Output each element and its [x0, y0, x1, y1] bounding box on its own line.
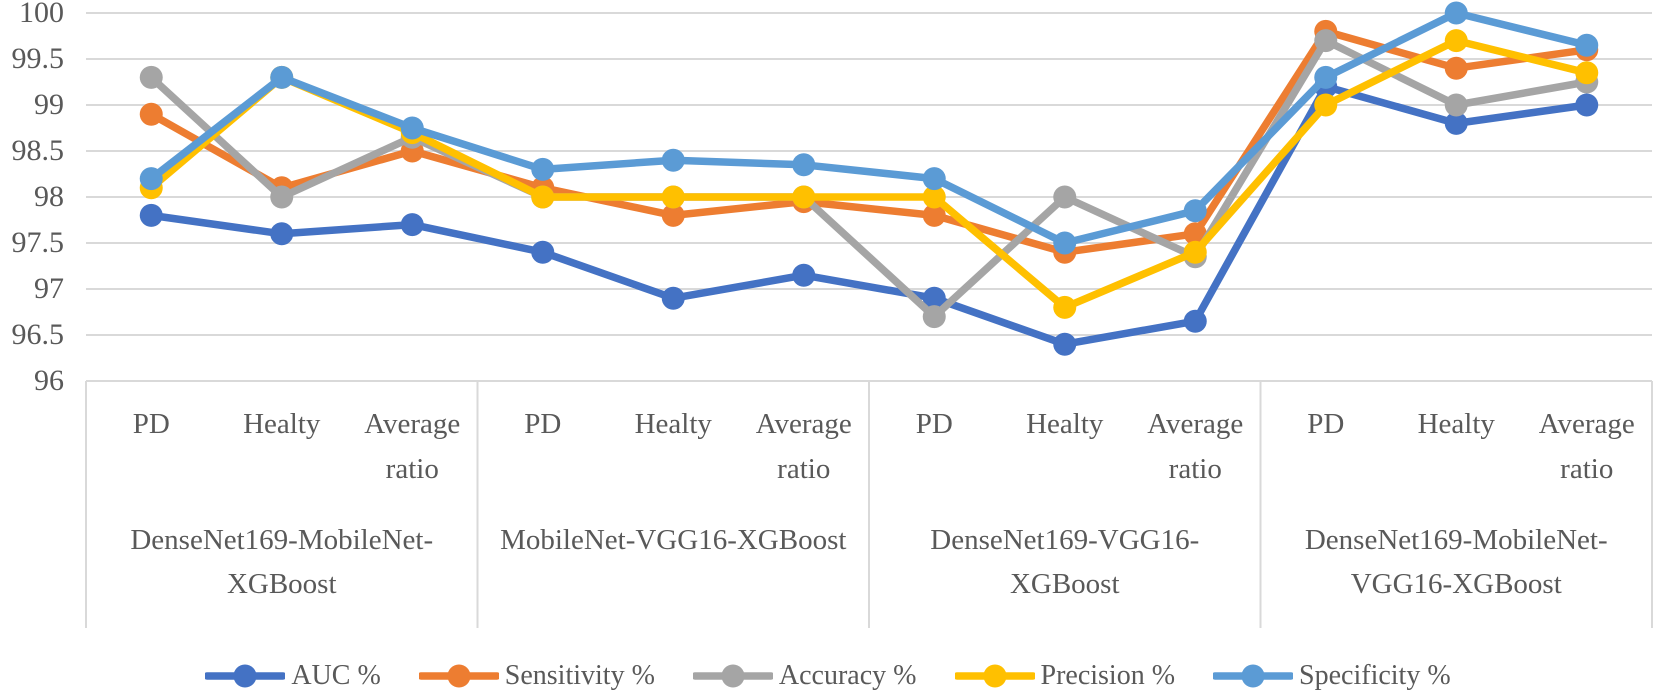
y-axis-tick-label: 98.5 — [11, 134, 65, 167]
series-point — [1444, 29, 1468, 53]
category-cell: PD — [915, 408, 953, 440]
series-point — [1444, 56, 1468, 80]
y-axis-tick-label: 97 — [34, 272, 64, 305]
y-axis-tick-label: 100 — [19, 0, 64, 29]
series-point — [1053, 295, 1077, 319]
category-cell: Healty — [1417, 408, 1495, 440]
series-point — [1444, 1, 1468, 25]
series-point — [1053, 185, 1077, 209]
series-point — [1575, 33, 1599, 57]
series-point — [1575, 93, 1599, 117]
legend-marker-icon — [205, 664, 286, 687]
group-label-line: DenseNet169-MobileNet- — [1304, 524, 1608, 556]
series-point — [1314, 65, 1338, 89]
series-point — [270, 185, 294, 209]
series-line-accuracy- — [147, 36, 1591, 321]
series-point — [1444, 93, 1468, 117]
series-point — [1183, 222, 1207, 246]
series-point — [1053, 231, 1077, 255]
legend-item-auc-: AUC % — [205, 659, 381, 692]
series-point — [1183, 240, 1207, 264]
category-cell: PD — [1307, 408, 1345, 440]
group-label: DenseNet169-MobileNet- XGBoost — [86, 518, 478, 606]
legend-item-precision-: Precision % — [954, 659, 1176, 692]
group-label-line: VGG16-XGBoost — [1350, 568, 1562, 600]
legend-marker-icon — [954, 664, 1035, 687]
series-point — [1314, 29, 1338, 53]
legend-label: Accuracy % — [778, 659, 917, 691]
series-point — [922, 167, 946, 191]
plot-area — [85, 1, 1653, 628]
category-cell: PD — [524, 408, 562, 440]
series-point — [661, 203, 685, 227]
y-axis-tick-label: 99 — [34, 88, 64, 121]
series-point — [792, 153, 816, 177]
group-label-line: MobileNet-VGG16-XGBoost — [500, 524, 847, 556]
category-cell: Healty — [634, 408, 712, 440]
y-axis-tick-label: 99.5 — [11, 42, 65, 75]
series-point — [531, 240, 555, 264]
legend: AUC % Sensitivity % Accuracy % Precision % S… — [0, 652, 1656, 699]
series-point — [922, 305, 946, 329]
series-point — [139, 102, 163, 126]
legend-label: Sensitivity % — [504, 659, 655, 691]
legend-label: AUC % — [291, 659, 381, 691]
series-line-sensitivity- — [147, 27, 1591, 256]
series-point — [400, 116, 424, 140]
y-axis-tick-label: 98 — [34, 180, 64, 213]
group-label: DenseNet169-MobileNet- VGG16-XGBoost — [1261, 518, 1653, 606]
category-cell: Average ratio — [1147, 408, 1244, 485]
group-label: MobileNet-VGG16-XGBoost — [478, 518, 870, 562]
category-cell: Average ratio — [364, 408, 461, 485]
series-point — [1183, 199, 1207, 223]
category-cell: Healty — [1026, 408, 1104, 440]
series-point — [400, 213, 424, 237]
legend-item-accuracy-: Accuracy % — [692, 659, 917, 692]
series-point — [922, 286, 946, 310]
category-cell: Average ratio — [1538, 408, 1635, 485]
group-label-line: DenseNet169-VGG16- — [930, 524, 1200, 556]
legend-marker-icon — [418, 664, 499, 687]
legend-item-specificity-: Specificity % — [1213, 660, 1451, 692]
series-point — [531, 185, 555, 209]
group-label-line: XGBoost — [226, 568, 337, 600]
group-label-line: DenseNet169-MobileNet- — [130, 524, 434, 556]
series-point — [922, 185, 946, 209]
legend-item-sensitivity-: Sensitivity % — [418, 659, 655, 692]
category-cell: PD — [132, 408, 170, 440]
legend-marker-icon — [692, 664, 773, 687]
series-point — [1575, 61, 1599, 85]
category-cell: Average ratio — [755, 408, 852, 485]
y-axis-tick-label: 97.5 — [11, 226, 65, 259]
group-label: DenseNet169-VGG16- XGBoost — [869, 518, 1261, 606]
category-cell: Healty — [243, 408, 321, 440]
series-point — [531, 157, 555, 181]
group-label-line: XGBoost — [1009, 568, 1120, 600]
series-point — [661, 185, 685, 209]
series-point — [1053, 332, 1077, 356]
series-point — [1183, 309, 1207, 333]
y-axis-tick-label: 96.5 — [11, 318, 65, 351]
series-point — [1314, 93, 1338, 117]
series-line-auc- — [147, 82, 1591, 348]
series-point — [139, 203, 163, 227]
legend-label: Specificity % — [1299, 659, 1451, 691]
legend-label: Precision % — [1040, 659, 1176, 691]
series-line-specificity- — [147, 9, 1591, 247]
legend-marker-icon — [1213, 664, 1294, 687]
series-point — [792, 263, 816, 287]
series-point — [661, 286, 685, 310]
series-point — [661, 148, 685, 172]
series-point — [792, 185, 816, 209]
series-point — [139, 65, 163, 89]
series-point — [139, 167, 163, 191]
series-point — [1444, 111, 1468, 135]
series-point — [270, 65, 294, 89]
series-point — [922, 203, 946, 227]
series-point — [270, 222, 294, 246]
y-axis-tick-label: 96 — [34, 364, 64, 397]
